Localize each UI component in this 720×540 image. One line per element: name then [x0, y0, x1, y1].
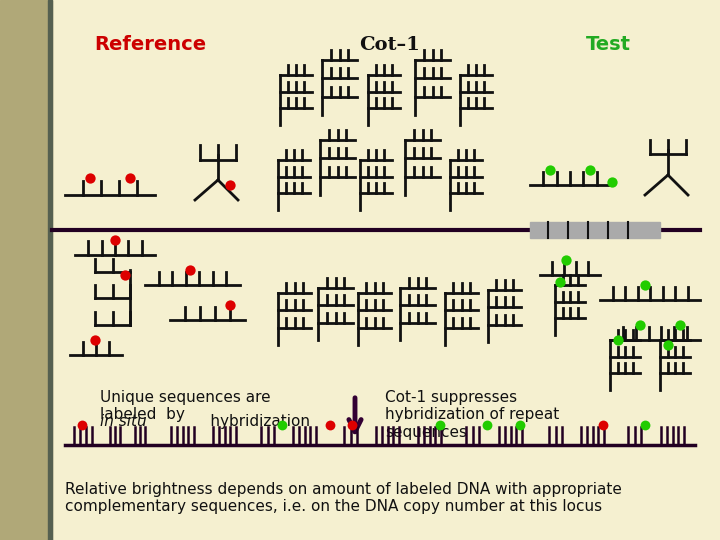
Point [184, 266, 196, 274]
Bar [530, 222, 660, 238]
Text: Cot-1 suppresses
hybridization of repeat
sequences: Cot-1 suppresses hybridization of repeat… [385, 390, 559, 440]
Point [84, 174, 96, 183]
Point [674, 321, 685, 329]
Point [584, 166, 595, 174]
Point [514, 421, 526, 429]
Point [125, 174, 136, 183]
Point [560, 255, 572, 264]
Point [434, 421, 446, 429]
Text: Unique sequences are
labeled  by: Unique sequences are labeled by [100, 390, 271, 422]
Point [634, 321, 646, 329]
Bar [48, 0, 52, 540]
Point [346, 421, 358, 429]
Point [324, 421, 336, 429]
Point [109, 235, 121, 244]
Point [612, 336, 624, 345]
Text: Reference: Reference [94, 36, 206, 55]
Bar [0, 0, 52, 540]
Point [76, 421, 88, 429]
Point [598, 421, 609, 429]
Point [554, 278, 566, 286]
Text: Relative brightness depends on amount of labeled DNA with appropriate
complement: Relative brightness depends on amount of… [65, 482, 622, 515]
Point [544, 166, 556, 174]
Text: Test: Test [585, 36, 631, 55]
Point [606, 178, 618, 186]
Point [639, 421, 651, 429]
Point [224, 301, 235, 309]
Point [224, 181, 235, 190]
Text: Cot–1: Cot–1 [359, 36, 420, 54]
Text: in situ: in situ [100, 414, 147, 429]
Point [276, 421, 288, 429]
Point [89, 336, 101, 345]
Point [120, 271, 131, 279]
Point [639, 281, 651, 289]
Point [481, 421, 492, 429]
Text: hybridization: hybridization [147, 414, 310, 429]
Point [662, 341, 674, 349]
